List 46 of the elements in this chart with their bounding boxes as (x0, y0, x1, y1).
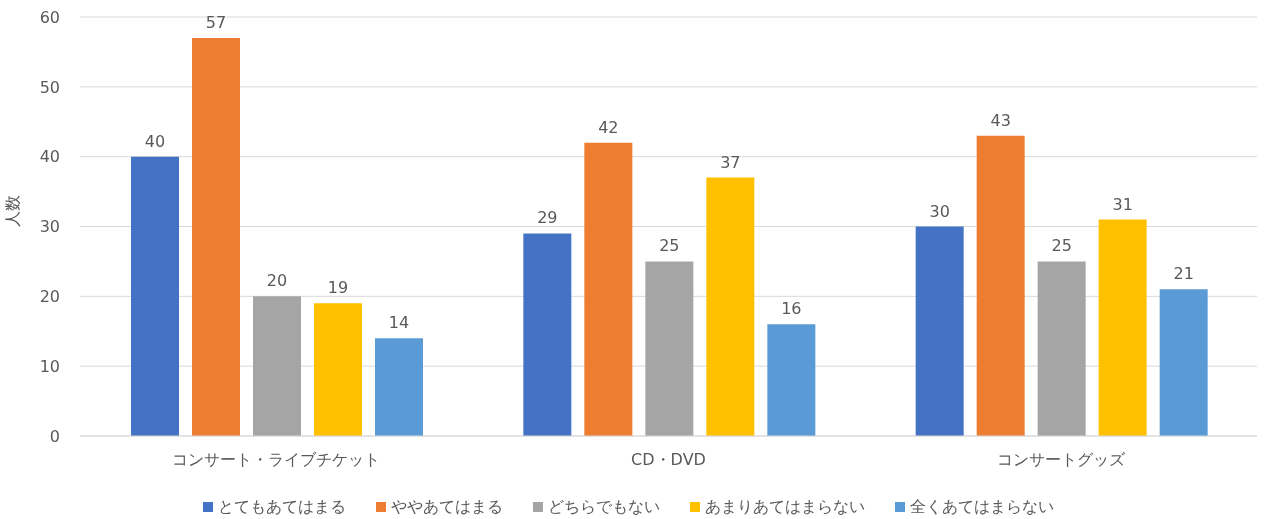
data-label: 16 (781, 299, 802, 319)
data-label: 43 (990, 110, 1011, 130)
legend-label: どちらでもない (548, 496, 660, 517)
data-label: 14 (388, 313, 410, 333)
bar (253, 296, 301, 436)
data-label: 57 (205, 12, 227, 32)
bar (1098, 219, 1147, 436)
bar (1159, 289, 1208, 436)
data-label: 42 (598, 117, 619, 137)
bar (645, 261, 694, 436)
bar (375, 338, 423, 436)
x-tick-label: コンサートグッズ (996, 450, 1126, 470)
data-label: 20 (266, 271, 288, 291)
data-label: 29 (537, 208, 558, 228)
data-label: 19 (327, 278, 349, 298)
data-label: 40 (144, 131, 166, 151)
y-tick-label: 0 (49, 426, 60, 446)
y-tick-label: 40 (39, 147, 60, 167)
bar (976, 135, 1025, 436)
bar (915, 226, 964, 436)
data-label: 25 (659, 236, 680, 256)
legend-label: あまりあてはまらない (705, 496, 865, 517)
data-label: 25 (1051, 236, 1072, 256)
y-tick-label: 20 (39, 287, 60, 307)
data-label: 30 (929, 201, 950, 221)
bar (1037, 261, 1086, 436)
bar (131, 156, 179, 436)
bar (314, 303, 362, 436)
bar (584, 142, 633, 436)
y-axis-title: 人数 (2, 194, 22, 227)
y-tick-label: 50 (39, 77, 60, 97)
legend-label: とてもあてはまる (218, 496, 346, 517)
bar (192, 37, 240, 436)
y-tick-label: 60 (39, 7, 60, 27)
data-label: 37 (720, 152, 741, 172)
y-tick-label: 30 (39, 217, 60, 237)
y-tick-label: 10 (39, 356, 60, 376)
bar (523, 233, 572, 436)
legend-label: ややあてはまる (391, 496, 503, 517)
legend-label: 全くあてはまらない (910, 496, 1054, 517)
x-tick-label: コンサート・ライブチケット (172, 450, 381, 470)
data-label: 21 (1173, 264, 1194, 284)
bar (706, 177, 755, 436)
x-tick-label: CD・DVD (631, 450, 706, 470)
bar (767, 324, 816, 436)
data-label: 31 (1112, 194, 1133, 214)
